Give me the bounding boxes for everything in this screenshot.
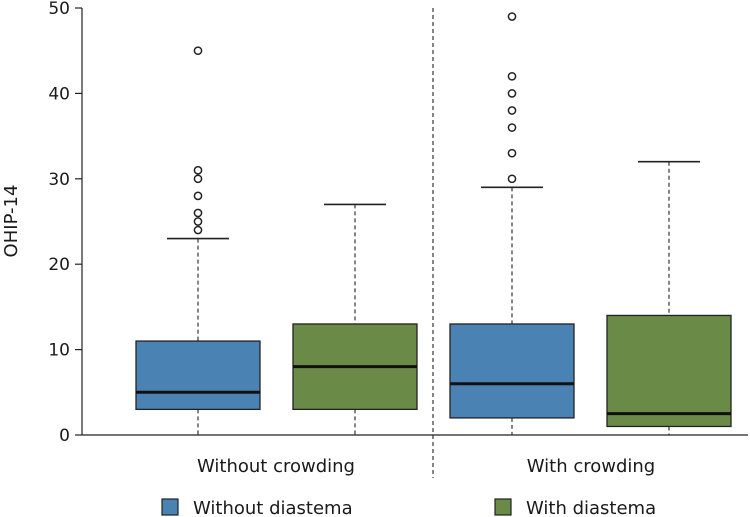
y-tick-label: 0 <box>59 426 70 446</box>
y-tick-label: 40 <box>48 84 70 104</box>
legend: Without diastema With diastema <box>161 498 656 517</box>
box-0-1 <box>449 12 575 435</box>
iqr-box <box>606 314 732 428</box>
group-label: Without crowding <box>197 456 355 477</box>
outlier-point <box>193 191 203 201</box>
outlier-point <box>507 71 517 81</box>
y-tick-label: 20 <box>48 255 70 275</box>
legend-item: With diastema <box>494 498 656 517</box>
y-tick-label: 10 <box>48 341 70 361</box>
legend-label: Without diastema <box>193 498 353 517</box>
group-label: With crowding <box>527 456 656 477</box>
box-plots <box>135 12 732 435</box>
y-tick-label: 30 <box>48 170 70 190</box>
outlier-point <box>507 174 517 184</box>
outlier-point <box>193 46 203 56</box>
iqr-box <box>135 340 261 411</box>
box-0-0 <box>135 46 261 435</box>
outlier-point <box>507 89 517 98</box>
outlier-point <box>507 148 517 158</box>
outlier-point <box>193 217 203 226</box>
legend-label: With diastema <box>526 498 656 517</box>
group-labels: Without crowding With crowding <box>197 456 655 477</box>
legend-swatch <box>161 498 179 516</box>
outlier-point <box>193 165 203 175</box>
legend-item: Without diastema <box>161 498 353 517</box>
box-1-1 <box>606 160 732 435</box>
iqr-box <box>449 323 575 419</box>
outlier-point <box>507 12 517 21</box>
outlier-point <box>507 123 517 132</box>
outlier-point <box>193 225 203 235</box>
y-axis-title: OHIP-14 <box>1 185 22 258</box>
y-axis: 0 10 20 30 40 50 <box>48 0 83 446</box>
legend-swatch <box>494 498 512 516</box>
box-1-0 <box>292 203 418 435</box>
y-tick-label: 50 <box>48 0 70 19</box>
outlier-point <box>193 174 203 184</box>
outlier-point <box>193 208 203 218</box>
outlier-point <box>507 106 517 115</box>
